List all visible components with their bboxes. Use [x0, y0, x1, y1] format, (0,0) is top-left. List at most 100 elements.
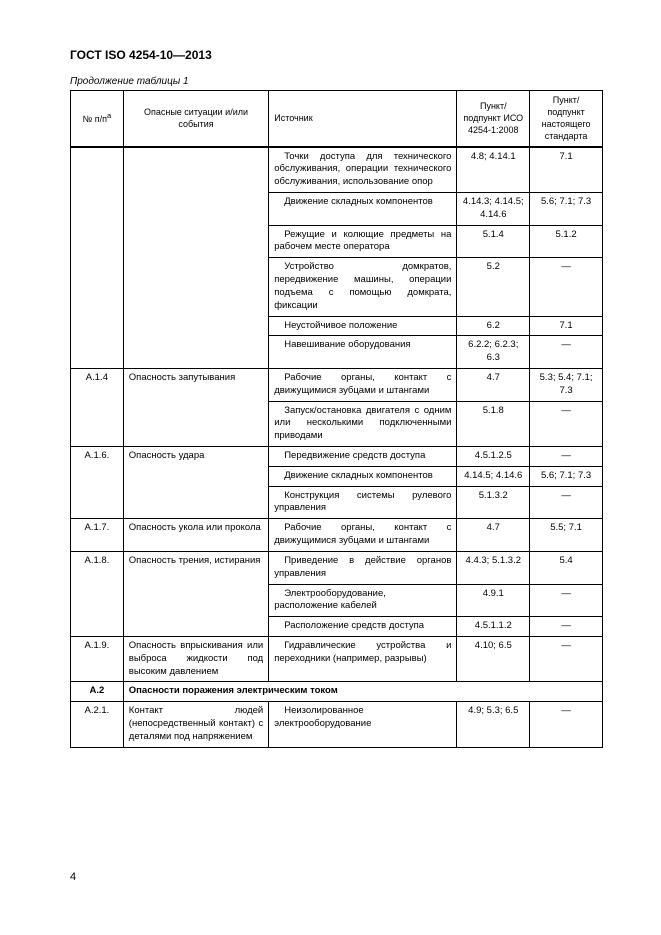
table-row: Точки доступа для технического обслужива… [71, 147, 603, 193]
page-number: 4 [70, 871, 76, 883]
cell-ref1: 4.5.1.1.2 [457, 617, 530, 637]
hazard-table: № п/па Опасные ситуации и/или события Ис… [70, 90, 603, 748]
table-row: Навешивание оборудования6.2.2; 6.2.3; 6.… [71, 336, 603, 369]
cell-hazard [123, 466, 268, 486]
cell-ref1: 4.10; 6.5 [457, 636, 530, 681]
cell-ref1: 4.8; 4.14.1 [457, 147, 530, 193]
cell-hazard [123, 401, 268, 446]
cell-ref2: 7.1 [530, 147, 603, 193]
table-row: Расположение средств доступа4.5.1.1.2— [71, 617, 603, 637]
cell-num [71, 617, 124, 637]
cell-num [71, 316, 124, 336]
cell-ref1: 5.1.3.2 [457, 486, 530, 519]
cell-hazard: Опасность трения, истирания [123, 551, 268, 584]
th-ref2: Пункт/ подпункт настоящего стандарта [530, 91, 603, 147]
cell-ref1: 6.2 [457, 316, 530, 336]
cell-source: Устройство домкратов, передвижение машин… [269, 258, 457, 316]
section-row: А.2Опасности поражения электрическим ток… [71, 682, 603, 702]
table-row: А.1.9.Опасность впрыскивания или выброса… [71, 636, 603, 681]
table-row: Запуск/остановка двигателя с одним или н… [71, 401, 603, 446]
cell-source: Расположение средств доступа [269, 617, 457, 637]
cell-ref1: 4.7 [457, 368, 530, 401]
table-row: Движение складных компонентов4.14.3; 4.1… [71, 193, 603, 226]
cell-ref1: 4.9; 5.3; 6.5 [457, 702, 530, 747]
table-row: А.1.6.Опасность удараПередвижение средст… [71, 447, 603, 467]
cell-num [71, 486, 124, 519]
cell-hazard [123, 225, 268, 258]
cell-source: Передвижение средств доступа [269, 447, 457, 467]
cell-num [71, 258, 124, 316]
cell-source: Гидравлические устройства и переходники … [269, 636, 457, 681]
cell-hazard [123, 316, 268, 336]
cell-ref2: — [530, 702, 603, 747]
cell-source: Движение складных компонентов [269, 466, 457, 486]
table-row: А.1.7.Опасность укола или проколаРабочие… [71, 519, 603, 552]
cell-source: Запуск/остановка двигателя с одним или н… [269, 401, 457, 446]
cell-hazard [123, 336, 268, 369]
table-row: А.1.4Опасность запутыванияРабочие органы… [71, 368, 603, 401]
cell-num: А.1.7. [71, 519, 124, 552]
table-row: Неустойчивое положение6.27.1 [71, 316, 603, 336]
cell-source: Режущие и колющие предметы на рабочем ме… [269, 225, 457, 258]
section-num: А.2 [71, 682, 124, 702]
cell-hazard: Опасность впрыскивания или выброса жидко… [123, 636, 268, 681]
cell-ref1: 4.7 [457, 519, 530, 552]
th-hazard: Опасные ситуации и/или события [123, 91, 268, 147]
cell-ref2: — [530, 258, 603, 316]
cell-ref2: — [530, 584, 603, 617]
cell-hazard [123, 147, 268, 193]
cell-ref1: 4.14.3; 4.14.5; 4.14.6 [457, 193, 530, 226]
cell-hazard: Опасность удара [123, 447, 268, 467]
cell-num [71, 584, 124, 617]
table-row: Конструкция системы рулевого управления5… [71, 486, 603, 519]
cell-source: Неизолированное электрооборудование [269, 702, 457, 747]
table-row: Движение складных компонентов4.14.5; 4.1… [71, 466, 603, 486]
cell-source: Приведение в действие органов управления [269, 551, 457, 584]
cell-hazard: Опасность запутывания [123, 368, 268, 401]
cell-ref2: 5.5; 7.1 [530, 519, 603, 552]
cell-hazard [123, 258, 268, 316]
cell-ref2: — [530, 617, 603, 637]
cell-ref2: 5.6; 7.1; 7.3 [530, 193, 603, 226]
table-row: А.1.8.Опасность трения, истиранияПриведе… [71, 551, 603, 584]
cell-ref1: 5.2 [457, 258, 530, 316]
cell-ref1: 4.9.1 [457, 584, 530, 617]
cell-num [71, 466, 124, 486]
cell-num [71, 401, 124, 446]
cell-ref2: 5.6; 7.1; 7.3 [530, 466, 603, 486]
cell-source: Электрооборудование, расположение кабеле… [269, 584, 457, 617]
cell-hazard: Контакт людей (непосредственный контакт)… [123, 702, 268, 747]
cell-num [71, 147, 124, 193]
cell-source: Рабочие органы, контакт с движущимися зу… [269, 519, 457, 552]
cell-num: А.2.1. [71, 702, 124, 747]
cell-source: Точки доступа для технического обслужива… [269, 147, 457, 193]
cell-ref1: 4.4.3; 5.1.3.2 [457, 551, 530, 584]
cell-num: А.1.8. [71, 551, 124, 584]
cell-ref1: 5.1.8 [457, 401, 530, 446]
cell-source: Неустойчивое положение [269, 316, 457, 336]
cell-ref2: — [530, 486, 603, 519]
cell-source: Движение складных компонентов [269, 193, 457, 226]
document-title: ГОСТ ISO 4254-10—2013 [70, 48, 603, 62]
cell-hazard [123, 193, 268, 226]
th-ref1: Пункт/ подпункт ИСО 4254-1:2008 [457, 91, 530, 147]
th-num: № п/па [71, 91, 124, 147]
cell-ref2: — [530, 401, 603, 446]
cell-hazard [123, 486, 268, 519]
table-caption: Продолжение таблицы 1 [70, 76, 603, 87]
cell-num: А.1.6. [71, 447, 124, 467]
cell-ref2: 5.3; 5.4; 7.1; 7.3 [530, 368, 603, 401]
cell-num [71, 336, 124, 369]
table-row: Режущие и колющие предметы на рабочем ме… [71, 225, 603, 258]
cell-hazard: Опасность укола или прокола [123, 519, 268, 552]
cell-hazard [123, 617, 268, 637]
cell-num: А.1.4 [71, 368, 124, 401]
cell-ref1: 5.1.4 [457, 225, 530, 258]
table-row: Электрооборудование, расположение кабеле… [71, 584, 603, 617]
cell-hazard [123, 584, 268, 617]
cell-ref2: — [530, 636, 603, 681]
cell-ref2: 5.1.2 [530, 225, 603, 258]
table-header-row: № п/па Опасные ситуации и/или события Ис… [71, 91, 603, 147]
cell-ref2: — [530, 336, 603, 369]
section-title: Опасности поражения электрическим током [123, 682, 602, 702]
